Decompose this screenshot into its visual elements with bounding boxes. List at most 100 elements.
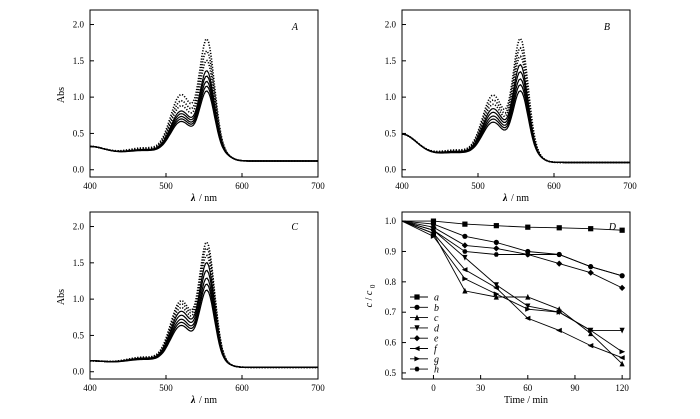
series-f-point [524, 315, 531, 321]
series-h-point [588, 264, 594, 269]
series-a-point [556, 225, 562, 231]
panel-d-xtick-label: 120 [615, 383, 629, 393]
series-f-point [493, 285, 499, 291]
panel-b-ytick-label: 1.0 [385, 92, 397, 102]
series-c-point [493, 293, 499, 300]
panel-c-xtick-label: 700 [311, 383, 325, 393]
series-a-point [588, 226, 594, 232]
series-e-point [587, 269, 594, 276]
panel-a-xlabel-symbol: λ [190, 193, 196, 204]
panel-a-label: A [291, 22, 299, 33]
legend-g-label: g [434, 354, 439, 365]
legend-e-label: e [434, 334, 439, 345]
panel-a-ytick-label: 2.0 [73, 20, 85, 30]
panel-a-ytick-label: 1.5 [73, 56, 85, 66]
panel-c-spectrum-2 [90, 283, 318, 368]
panel-c-spectrum-4 [90, 269, 318, 368]
panel-c-ytick-label: 0.0 [73, 367, 85, 377]
series-a-line [402, 220, 623, 231]
panel-c-ytick-label: 2.0 [73, 222, 85, 232]
legend-g-marker [414, 356, 421, 362]
panel-a-xlabel-unit: / nm [199, 193, 217, 204]
legend-h-marker [414, 366, 420, 372]
panel-d-ytick-label: 0.7 [385, 307, 397, 317]
panel-b-ytick-label: 0.0 [385, 165, 397, 175]
panel-a-ytick-label: 0.0 [73, 165, 85, 175]
panel-b-spectrum-6 [401, 55, 630, 164]
panel-d-ylabel-subscript: 0 [369, 284, 377, 288]
panel-b-spectrum-8 [401, 37, 630, 164]
panel-d-label: D [608, 222, 617, 233]
series-e-line [401, 220, 623, 289]
panel-c-label: C [291, 222, 298, 233]
panel-d-ytick-label: 0.9 [385, 246, 397, 256]
series-g-point [556, 309, 563, 315]
legend-h-label: h [434, 365, 439, 376]
panel-d-xlabel: Time / min [504, 395, 548, 406]
panel-a-spectrum-8 [90, 37, 318, 162]
series-d-point [619, 327, 625, 334]
panel-b-spectrum-3 [401, 78, 630, 164]
panel-a-xtick-label: 600 [235, 181, 249, 191]
legend-f-marker [413, 345, 420, 352]
panel-c-spectrum-6 [90, 254, 318, 369]
series-h-point [493, 252, 499, 257]
panel-d-ylabel-separator: / [364, 297, 375, 300]
panel-b-ytick-label: 0.5 [385, 128, 397, 138]
series-f-point [619, 355, 625, 361]
panel-d-ytick-label: 0.8 [385, 277, 397, 287]
series-g-point [525, 306, 531, 312]
panel-a-xtick-label: 500 [159, 181, 173, 191]
series-f-point [587, 343, 594, 349]
panel-a-ytick-label: 0.5 [73, 128, 85, 138]
legend-c-marker [414, 314, 420, 321]
panel-c-ylabel: Abs [56, 289, 67, 305]
panel-b-ytick-label: 2.0 [385, 20, 397, 30]
panel-b-xtick-label: 700 [623, 181, 637, 191]
panel-d-ylabel-denominator: c [364, 290, 375, 295]
series-e-point [430, 224, 437, 231]
panel-a-xtick-label: 400 [83, 181, 97, 191]
panel-c-ytick-label: 0.5 [73, 330, 85, 340]
panel-c-xtick-label: 600 [235, 383, 249, 393]
panel-d-ylabel: c / c 0 [364, 284, 377, 307]
panel-b-xlabel-unit: / nm [511, 193, 529, 204]
series-g-point [430, 233, 437, 239]
panel-b-xtick-label: 600 [547, 181, 561, 191]
legend-d-label: d [434, 323, 440, 334]
series-h-point [430, 228, 436, 233]
panel-d-xtick-label: 90 [570, 383, 580, 393]
series-g-line [401, 220, 623, 353]
series-g-point [462, 276, 468, 282]
legend-f-label: f [434, 344, 438, 355]
panel-a-xlabel: λ / nm [190, 193, 217, 204]
series-g-point [588, 327, 594, 333]
panel-b-spectrum-5 [401, 63, 630, 164]
series-c-point [619, 360, 625, 367]
panel-b-ytick-label: 1.5 [385, 56, 397, 66]
series-b-point [462, 233, 468, 239]
series-g-point [493, 291, 500, 297]
series-h-point [556, 252, 562, 257]
series-a-point [525, 224, 531, 230]
series-a-point [462, 221, 468, 227]
series-a-point [493, 223, 499, 229]
panel-c-xlabel-symbol: λ [190, 395, 196, 406]
panel-b-xtick-label: 500 [471, 181, 485, 191]
panel-d-ytick-label: 0.5 [385, 368, 397, 378]
legend-b-marker [414, 304, 420, 310]
panel-d-xtick-label: 0 [431, 383, 436, 393]
panel-d-xtick-label: 60 [523, 383, 533, 393]
legend-a-marker [414, 294, 420, 300]
series-e-point [461, 242, 468, 249]
panel-b-xtick-label: 400 [395, 181, 409, 191]
panel-a-frame [89, 9, 319, 178]
panel-b-spectrum-7 [401, 46, 630, 164]
panel-b-xlabel-symbol: λ [502, 193, 508, 204]
series-h-point [619, 273, 625, 278]
panel-c-xlabel-unit: / nm [199, 395, 217, 406]
panel-c-ytick-label: 1.0 [73, 294, 85, 304]
panel-b: 400 500 600 700 0.0 0.5 1.0 1.5 2.0 B λ / nm [385, 9, 637, 204]
panel-c-xtick-label: 500 [159, 383, 173, 393]
